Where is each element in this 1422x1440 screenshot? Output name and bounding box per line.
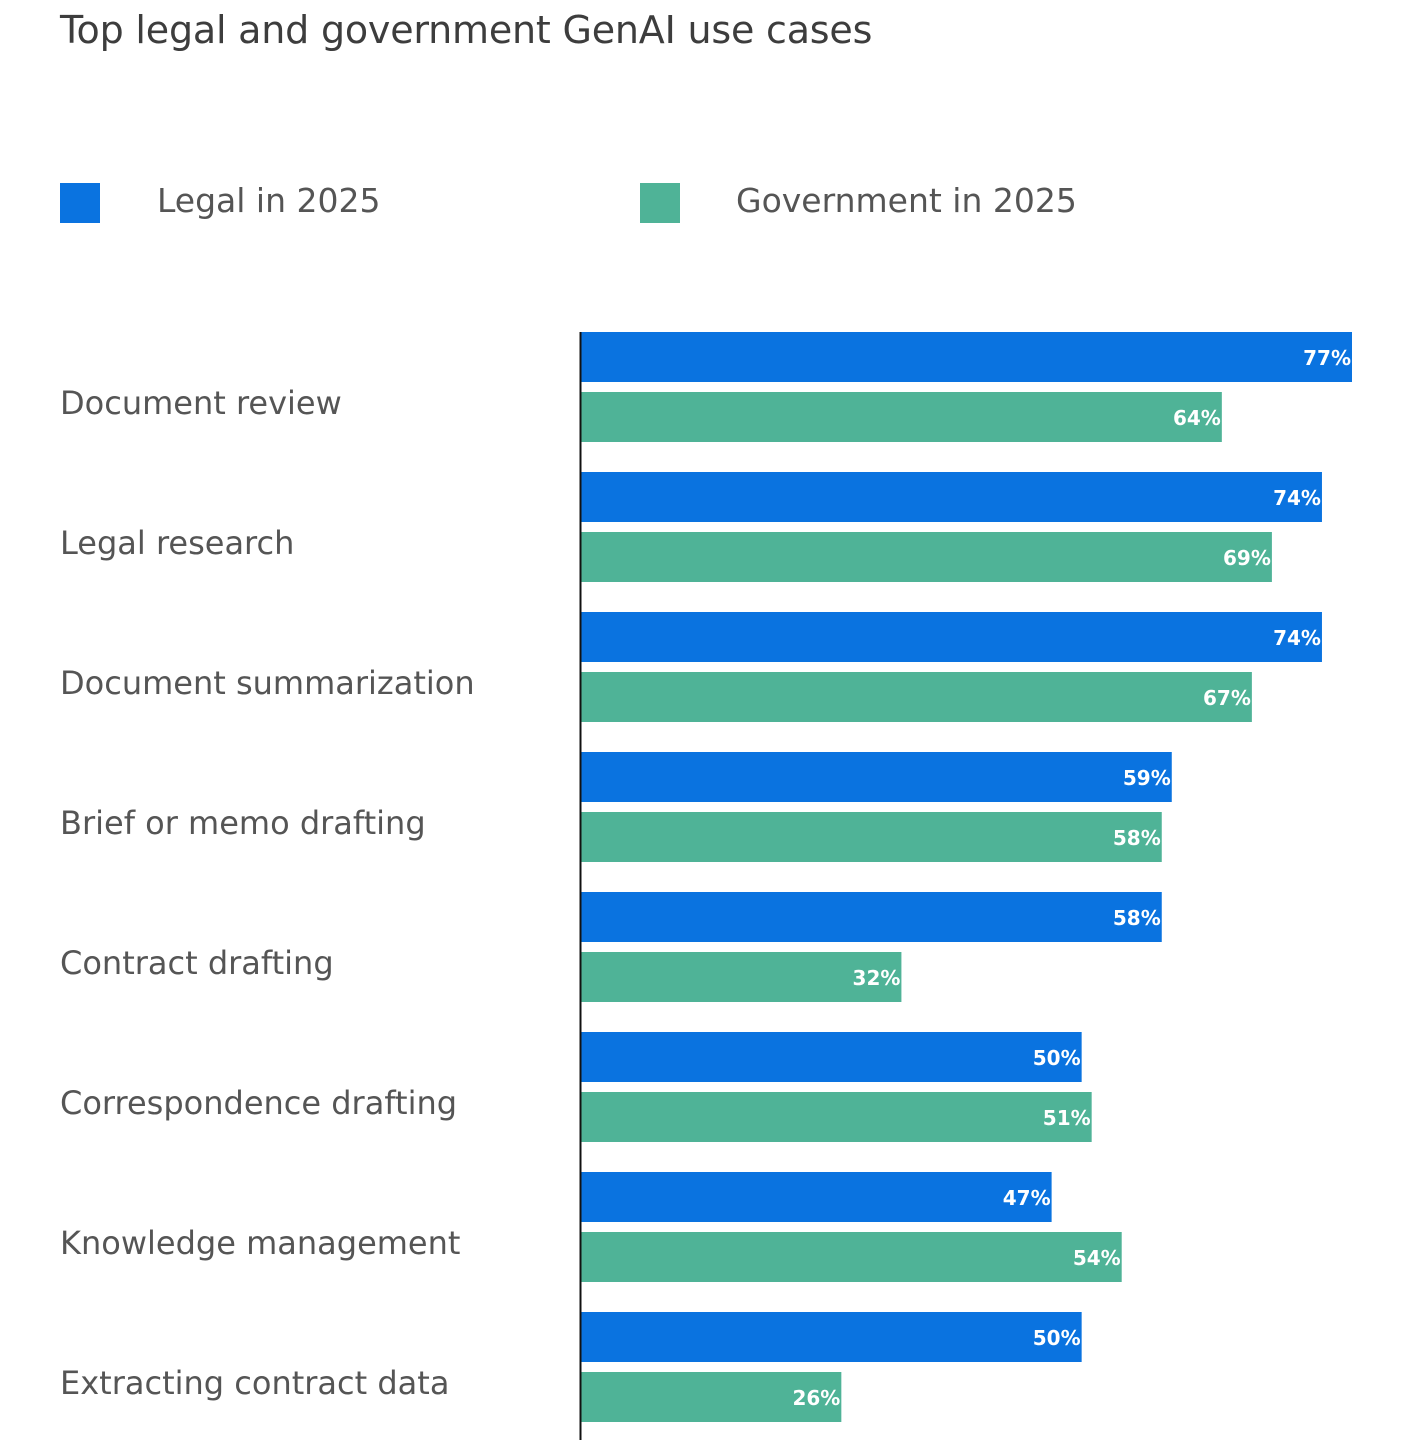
legal-value-label: 50% <box>1033 1046 1081 1070</box>
category-label: Brief or memo drafting <box>60 804 426 842</box>
legal-value-label: 58% <box>1113 906 1161 930</box>
legal-bar <box>581 332 1352 382</box>
government-value-label: 32% <box>853 966 901 990</box>
category-label: Document summarization <box>60 664 475 702</box>
government-value-label: 54% <box>1073 1246 1121 1270</box>
legend-label-legal: Legal in 2025 <box>157 181 381 220</box>
category-label: Extracting contract data <box>60 1364 449 1402</box>
legal-bar <box>581 1312 1082 1362</box>
legal-bar <box>581 612 1322 662</box>
legal-bar <box>581 752 1172 802</box>
chart-title: Top legal and government GenAI use cases <box>60 8 873 52</box>
legal-value-label: 50% <box>1033 1326 1081 1350</box>
legend-label-government: Government in 2025 <box>736 181 1077 220</box>
legend-swatch-government <box>640 183 680 223</box>
government-value-label: 26% <box>792 1386 840 1410</box>
category-label: Knowledge management <box>60 1224 460 1262</box>
category-label: Correspondence drafting <box>60 1084 457 1122</box>
legal-bar <box>581 472 1322 522</box>
legend-swatch-legal <box>60 183 100 223</box>
legal-value-label: 74% <box>1273 626 1321 650</box>
legal-bar <box>581 892 1162 942</box>
government-value-label: 64% <box>1173 406 1221 430</box>
government-bar <box>581 392 1222 442</box>
government-bar <box>581 952 902 1002</box>
government-value-label: 69% <box>1223 546 1271 570</box>
legal-value-label: 77% <box>1303 346 1351 370</box>
category-label: Contract drafting <box>60 944 334 982</box>
government-value-label: 67% <box>1203 686 1251 710</box>
government-bar <box>581 1372 842 1422</box>
government-bar <box>581 1232 1122 1282</box>
category-label: Document review <box>60 384 342 422</box>
legal-bar <box>581 1172 1052 1222</box>
government-value-label: 51% <box>1043 1106 1091 1130</box>
government-bar <box>581 812 1162 862</box>
government-value-label: 58% <box>1113 826 1161 850</box>
legal-bar <box>581 1032 1082 1082</box>
government-bar <box>581 1092 1092 1142</box>
legal-value-label: 74% <box>1273 486 1321 510</box>
legal-value-label: 59% <box>1123 766 1171 790</box>
government-bar <box>581 672 1252 722</box>
government-bar <box>581 532 1272 582</box>
legal-value-label: 47% <box>1003 1186 1051 1210</box>
category-label: Legal research <box>60 524 294 562</box>
